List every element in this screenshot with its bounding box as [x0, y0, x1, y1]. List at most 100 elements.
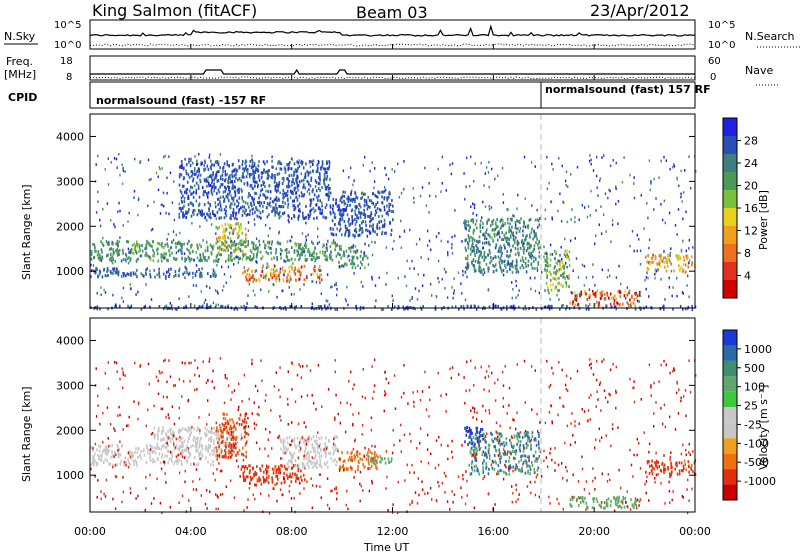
data-cell	[534, 437, 536, 441]
data-cell	[200, 272, 203, 275]
data-cell	[310, 437, 313, 441]
noise-cell	[449, 163, 451, 167]
data-cell	[532, 237, 534, 241]
data-cell	[215, 437, 218, 441]
data-cell	[605, 499, 608, 502]
data-cell	[517, 251, 519, 255]
noise-cell	[588, 288, 591, 291]
noise-cell	[654, 276, 656, 280]
data-cell	[227, 455, 230, 459]
noise-cell	[198, 170, 200, 174]
data-cell	[498, 247, 500, 251]
data-cell	[167, 444, 170, 447]
noise-cell	[163, 256, 165, 260]
noise-cell	[212, 301, 215, 305]
data-cell	[547, 285, 549, 289]
data-cell	[467, 220, 470, 224]
data-cell	[291, 462, 293, 466]
data-cell	[647, 267, 650, 271]
data-cell	[662, 258, 664, 262]
noise-cell	[560, 220, 563, 223]
data-cell	[186, 242, 189, 246]
data-cell	[274, 274, 277, 277]
data-cell	[144, 247, 146, 251]
data-cell	[253, 174, 255, 178]
data-cell	[233, 174, 236, 178]
data-cell	[324, 185, 327, 189]
data-cell	[192, 177, 195, 181]
data-cell	[222, 190, 225, 194]
data-cell	[477, 247, 479, 251]
noise-cell	[251, 158, 253, 161]
data-cell	[244, 478, 247, 481]
data-cell	[346, 468, 348, 472]
data-cell	[195, 199, 198, 203]
data-cell	[291, 190, 294, 194]
data-cell	[157, 447, 159, 450]
data-cell	[476, 239, 478, 243]
noise-cell	[287, 199, 289, 202]
data-cell	[228, 186, 231, 190]
noise-cell	[290, 239, 292, 243]
data-cell	[315, 441, 317, 445]
data-cell	[129, 259, 131, 263]
noise-cell	[339, 197, 342, 201]
noise-cell	[663, 199, 666, 203]
noise-cell	[264, 243, 266, 247]
data-cell	[306, 179, 309, 183]
data-cell	[258, 477, 260, 481]
noise-cell	[99, 224, 102, 228]
data-cell	[224, 211, 227, 215]
data-cell	[404, 307, 407, 311]
data-cell	[153, 433, 156, 437]
noise-cell	[344, 226, 347, 230]
data-cell	[530, 263, 533, 267]
data-cell	[225, 214, 227, 218]
data-cell	[240, 243, 242, 247]
data-cell	[136, 463, 138, 467]
noise-cell	[207, 175, 209, 179]
noise-cell	[688, 238, 690, 242]
noise-cell	[151, 227, 154, 231]
data-cell	[114, 450, 116, 454]
noise-cell	[370, 224, 373, 228]
data-cell	[233, 168, 236, 172]
data-cell	[95, 461, 98, 465]
data-cell	[354, 228, 356, 232]
noise-cell	[592, 263, 594, 266]
data-cell	[206, 212, 208, 216]
data-cell	[310, 198, 313, 202]
data-cell	[252, 200, 255, 204]
data-cell	[249, 475, 252, 479]
noise-cell	[453, 292, 455, 295]
data-cell	[488, 218, 490, 222]
data-cell	[105, 449, 107, 453]
noise-cell	[524, 225, 527, 229]
data-cell	[329, 204, 332, 208]
data-cell	[532, 249, 534, 253]
data-cell	[189, 452, 192, 456]
data-cell	[248, 192, 250, 196]
noise-cell	[162, 191, 165, 195]
data-cell	[516, 467, 518, 471]
noise-cell	[199, 253, 201, 256]
data-cell	[212, 185, 214, 189]
nave-label: Nave	[745, 64, 773, 77]
data-cell	[263, 201, 265, 205]
noise-cell	[631, 230, 634, 233]
data-cell	[508, 242, 510, 246]
data-cell	[219, 238, 222, 242]
data-cell	[228, 244, 231, 248]
noise-cell	[419, 237, 421, 241]
data-cell	[241, 465, 243, 469]
noise-cell	[279, 211, 281, 214]
data-cell	[511, 450, 514, 453]
noise-cell	[339, 253, 341, 257]
data-cell	[217, 432, 219, 436]
data-cell	[157, 432, 159, 436]
data-cell	[318, 268, 320, 272]
data-cell	[443, 305, 445, 309]
data-cell	[505, 472, 508, 476]
noise-cell	[441, 277, 443, 281]
data-cell	[131, 243, 134, 247]
